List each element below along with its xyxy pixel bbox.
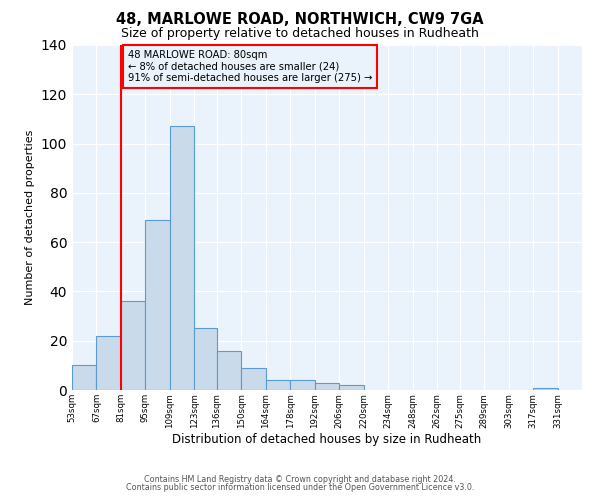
Bar (97, 336, 121, 390)
Text: Contains public sector information licensed under the Open Government Licence v3: Contains public sector information licen… (126, 484, 474, 492)
Text: 48 MARLOWE ROAD: 80sqm
← 8% of detached houses are smaller (24)
91% of semi-deta: 48 MARLOWE ROAD: 80sqm ← 8% of detached … (128, 50, 372, 83)
Text: 48, MARLOWE ROAD, NORTHWICH, CW9 7GA: 48, MARLOWE ROAD, NORTHWICH, CW9 7GA (116, 12, 484, 28)
Bar (339, 385, 364, 390)
Text: Size of property relative to detached houses in Rudheath: Size of property relative to detached ho… (121, 28, 479, 40)
Text: Contains HM Land Registry data © Crown copyright and database right 2024.: Contains HM Land Registry data © Crown c… (144, 475, 456, 484)
Bar (72, 366, 97, 390)
Bar (290, 380, 315, 390)
Bar (315, 382, 339, 390)
Bar (194, 328, 217, 390)
Bar (170, 126, 194, 390)
Bar (145, 220, 170, 390)
Bar (217, 350, 241, 390)
Bar (241, 368, 266, 390)
X-axis label: Distribution of detached houses by size in Rudheath: Distribution of detached houses by size … (172, 433, 482, 446)
Bar (121, 302, 145, 390)
Y-axis label: Number of detached properties: Number of detached properties (25, 130, 35, 305)
Bar (266, 380, 290, 390)
Bar (533, 388, 557, 390)
